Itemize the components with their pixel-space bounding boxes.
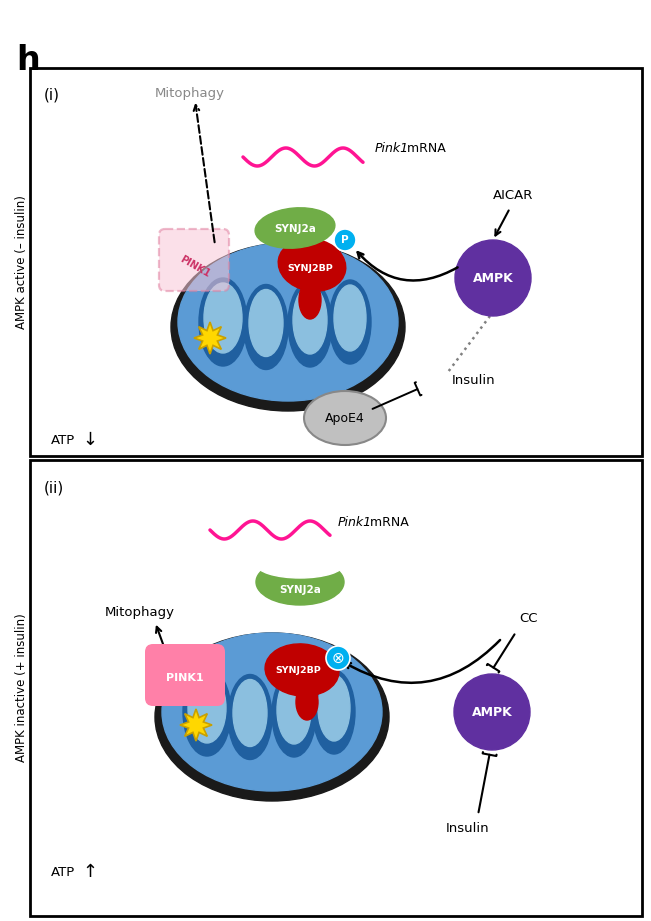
Ellipse shape bbox=[249, 289, 283, 356]
Ellipse shape bbox=[277, 676, 311, 744]
Circle shape bbox=[334, 229, 356, 251]
Text: mRNA: mRNA bbox=[366, 516, 409, 529]
Ellipse shape bbox=[304, 391, 386, 445]
Ellipse shape bbox=[188, 673, 226, 743]
Text: P: P bbox=[341, 235, 349, 245]
Text: Insulin: Insulin bbox=[452, 374, 495, 387]
Circle shape bbox=[455, 240, 531, 316]
Text: Pink1: Pink1 bbox=[338, 516, 372, 529]
Text: h: h bbox=[16, 44, 40, 77]
Circle shape bbox=[454, 674, 530, 750]
Text: mRNA: mRNA bbox=[403, 143, 446, 156]
Text: ↓: ↓ bbox=[82, 431, 97, 449]
Text: SYNJ2BP: SYNJ2BP bbox=[287, 263, 333, 273]
Text: ATP: ATP bbox=[51, 866, 75, 879]
Ellipse shape bbox=[255, 208, 335, 249]
Polygon shape bbox=[194, 322, 226, 354]
Ellipse shape bbox=[171, 243, 405, 411]
Ellipse shape bbox=[178, 243, 398, 401]
Ellipse shape bbox=[278, 239, 346, 291]
Text: PINK1: PINK1 bbox=[178, 254, 212, 280]
Ellipse shape bbox=[162, 633, 382, 791]
Ellipse shape bbox=[293, 286, 327, 354]
Ellipse shape bbox=[334, 285, 366, 351]
Ellipse shape bbox=[318, 675, 350, 741]
Text: Pink1: Pink1 bbox=[375, 143, 409, 156]
Ellipse shape bbox=[265, 644, 339, 696]
Ellipse shape bbox=[288, 281, 332, 367]
Ellipse shape bbox=[244, 285, 288, 369]
Ellipse shape bbox=[296, 684, 318, 720]
Ellipse shape bbox=[228, 674, 272, 760]
Ellipse shape bbox=[183, 668, 231, 756]
Bar bbox=[30, 460, 642, 916]
Text: PINK1: PINK1 bbox=[166, 673, 204, 683]
Text: (ii): (ii) bbox=[44, 480, 64, 495]
Text: (i): (i) bbox=[44, 88, 60, 103]
Circle shape bbox=[326, 646, 350, 670]
Text: SYNJ2a: SYNJ2a bbox=[279, 585, 321, 595]
Text: ApoE4: ApoE4 bbox=[325, 412, 365, 425]
Text: Mitophagy: Mitophagy bbox=[105, 605, 175, 619]
Ellipse shape bbox=[299, 281, 321, 319]
Text: AMPK inactive (+ insulin): AMPK inactive (+ insulin) bbox=[16, 613, 29, 763]
Ellipse shape bbox=[329, 280, 371, 364]
Text: ↑: ↑ bbox=[82, 863, 97, 881]
Text: Insulin: Insulin bbox=[446, 822, 490, 834]
Ellipse shape bbox=[204, 283, 242, 353]
Polygon shape bbox=[180, 709, 212, 741]
Text: ⊗: ⊗ bbox=[331, 650, 344, 666]
Text: AICAR: AICAR bbox=[493, 189, 533, 202]
Bar bbox=[30, 68, 642, 456]
Ellipse shape bbox=[199, 278, 247, 366]
Ellipse shape bbox=[233, 680, 267, 747]
Text: ATP: ATP bbox=[51, 434, 75, 447]
Text: AMPK: AMPK bbox=[473, 272, 514, 285]
Ellipse shape bbox=[155, 633, 389, 801]
Text: CC: CC bbox=[519, 612, 537, 624]
Text: AMPK: AMPK bbox=[471, 705, 512, 718]
Ellipse shape bbox=[272, 671, 316, 757]
Text: Mitophagy: Mitophagy bbox=[155, 87, 225, 100]
Ellipse shape bbox=[256, 559, 344, 605]
Text: SYNJ2BP: SYNJ2BP bbox=[275, 666, 321, 674]
FancyBboxPatch shape bbox=[145, 644, 225, 706]
Ellipse shape bbox=[313, 670, 355, 754]
Text: SYNJ2a: SYNJ2a bbox=[274, 224, 316, 234]
Text: AMPK active (– insulin): AMPK active (– insulin) bbox=[16, 195, 29, 329]
FancyBboxPatch shape bbox=[159, 229, 229, 291]
Ellipse shape bbox=[256, 550, 344, 578]
